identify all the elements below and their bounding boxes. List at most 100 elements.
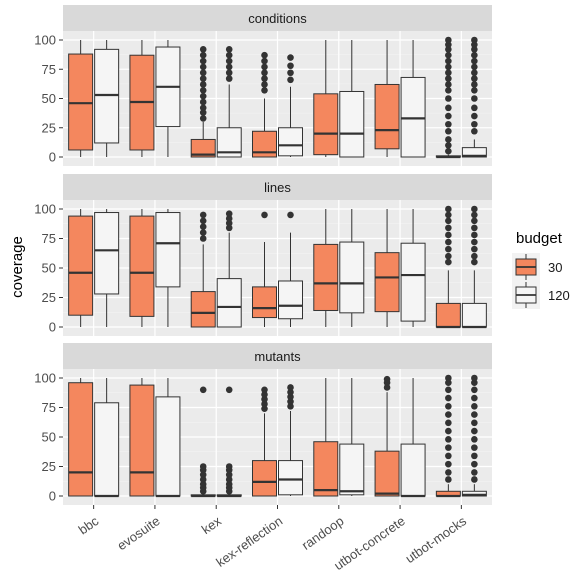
box-body: [94, 48, 120, 144]
outlier-point: [261, 211, 268, 219]
box-mutants-kex-reflection-120: [278, 384, 303, 496]
outlier-point: [445, 224, 452, 232]
outlier-point: [199, 463, 207, 470]
box-lines-kex-30: [190, 211, 216, 328]
outlier-point: [471, 460, 478, 468]
outlier-point: [225, 210, 233, 218]
box-mutants-randoop-30: [313, 378, 339, 497]
outlier-point: [199, 81, 207, 88]
outlier-point: [445, 75, 452, 82]
y-tick-label: 50: [42, 91, 56, 106]
outlier-point: [445, 452, 452, 460]
outlier-point: [199, 115, 207, 122]
outlier-point: [445, 95, 452, 102]
x-tick-label: utbot-mocks: [402, 513, 469, 566]
x-tick-label: evosuite: [114, 513, 162, 553]
box-conditions-kex-120: [216, 46, 242, 158]
facet-label: mutants: [254, 349, 301, 364]
box-body: [252, 286, 277, 319]
outlier-point: [445, 69, 452, 77]
outlier-point: [471, 411, 478, 418]
box-body: [313, 441, 339, 497]
outlier-point: [471, 205, 478, 213]
outlier-point: [471, 112, 478, 120]
facet-strip: [63, 174, 492, 200]
outlier-point: [199, 217, 207, 225]
box-body: [68, 215, 94, 316]
outlier-point: [225, 51, 233, 59]
outlier-point: [471, 469, 478, 476]
y-tick-label: 75: [42, 231, 56, 246]
outlier-point: [471, 69, 478, 77]
outlier-point: [225, 480, 233, 488]
outlier-point: [261, 81, 268, 88]
outlier-point: [471, 379, 478, 387]
box-mutants-bbc-120: [94, 378, 120, 498]
y-tick-label: 50: [42, 261, 56, 276]
y-tick-label: 100: [34, 371, 56, 386]
outlier-point: [471, 231, 478, 239]
outlier-point: [287, 388, 294, 396]
outlier-point: [445, 36, 452, 44]
outlier-point: [199, 109, 207, 116]
outlier-point: [199, 229, 207, 236]
box-mutants-kex-30: [190, 386, 216, 498]
outlier-point: [471, 120, 478, 128]
box-body: [374, 83, 400, 150]
outlier-point: [445, 379, 452, 387]
outlier-point: [199, 471, 207, 479]
outlier-point: [261, 57, 268, 65]
box-body: [461, 490, 487, 497]
outlier-point: [471, 127, 478, 135]
legend-item-30: 30: [512, 253, 562, 281]
outlier-point: [225, 46, 233, 53]
outlier-point: [471, 252, 478, 260]
outlier-point: [199, 46, 207, 53]
outlier-point: [445, 394, 452, 402]
box-conditions-utbot-concrete-30: [374, 40, 400, 157]
box-body: [155, 212, 181, 288]
outlier-point: [445, 411, 452, 418]
box-body: [400, 76, 426, 158]
box-lines-kex-reflection-30: [252, 211, 277, 327]
box-body: [400, 443, 426, 497]
outlier-point: [445, 374, 452, 382]
outlier-point: [287, 62, 294, 70]
outlier-point: [445, 57, 452, 65]
outlier-point: [445, 120, 452, 128]
outlier-point: [471, 238, 478, 246]
box-body: [313, 243, 339, 311]
y-tick-label: 25: [42, 459, 56, 474]
outlier-point: [445, 476, 452, 483]
outlier-point: [199, 57, 207, 65]
box-body: [339, 241, 365, 314]
legend-title: budget: [516, 230, 563, 247]
outlier-point: [445, 51, 452, 59]
box-body: [374, 252, 400, 313]
outlier-point: [471, 386, 478, 394]
box-lines-bbc-120: [94, 209, 120, 327]
box-lines-utbot-mocks-120: [461, 205, 487, 329]
box-body: [94, 212, 120, 295]
box-mutants-evosuite-120: [155, 378, 181, 498]
outlier-point: [445, 386, 452, 394]
box-conditions-kex-30: [190, 46, 216, 158]
box-lines-randoop-120: [339, 209, 365, 327]
outlier-point: [445, 469, 452, 476]
box-body: [374, 450, 400, 497]
outlier-point: [199, 51, 207, 59]
outlier-point: [471, 427, 478, 435]
box-conditions-kex-reflection-30: [252, 51, 277, 158]
outlier-point: [471, 211, 478, 219]
box-lines-utbot-concrete-120: [400, 209, 426, 327]
outlier-point: [225, 57, 233, 65]
legend-items: 30 120: [512, 253, 570, 309]
y-tick-label: 50: [42, 430, 56, 445]
outlier-point: [471, 476, 478, 483]
outlier-point: [471, 36, 478, 44]
box-conditions-kex-reflection-120: [278, 54, 303, 157]
outlier-point: [471, 46, 478, 53]
outlier-point: [471, 452, 478, 460]
outlier-point: [287, 398, 294, 405]
